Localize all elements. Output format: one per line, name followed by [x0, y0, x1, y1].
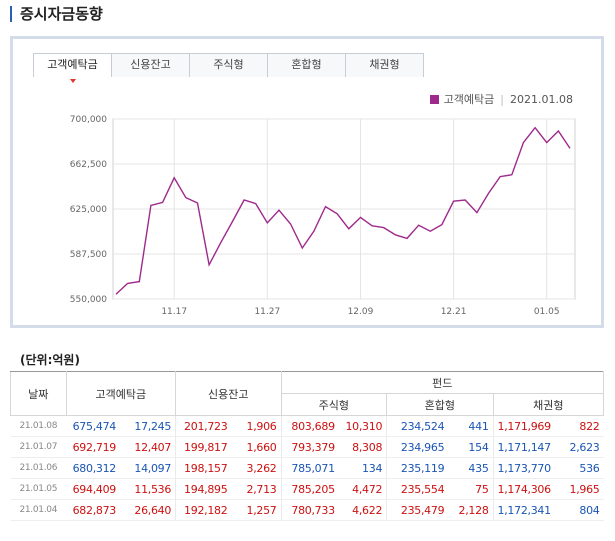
cell-deposit-change: 11,536 — [120, 478, 176, 500]
unit-label: (단위:억원) — [20, 353, 80, 367]
header-customer-deposit: 고객예탁금 — [65, 371, 177, 416]
cell-stock: 780,733 — [280, 499, 339, 521]
fund-flow-table: 날짜 고객예탁금 신용잔고 펀드 주식형 혼합형 채권형 21.01.08 675… — [10, 371, 605, 521]
legend-series-name: 고객예탁금 — [443, 93, 495, 106]
cell-deposit-change: 14,097 — [120, 457, 176, 479]
cell-credit-change: 1,660 — [231, 436, 281, 458]
cell-mixed-change: 154 — [448, 436, 494, 458]
table-row: 21.01.06 680,312 14,097 198,157 3,262 785,071… — [10, 457, 604, 479]
cell-mixed: 234,524 — [386, 415, 449, 437]
cell-date: 21.01.04 — [10, 499, 67, 521]
cell-stock: 803,689 — [280, 415, 339, 437]
page-title: 증시자금동향 — [10, 6, 103, 22]
header-bond: 채권형 — [492, 393, 605, 416]
cell-mixed: 235,479 — [386, 499, 449, 521]
cell-bond-change: 1,965 — [554, 478, 604, 500]
x-tick-label: 11.17 — [161, 307, 187, 317]
cell-credit: 201,723 — [175, 415, 232, 437]
tab-customer-deposit[interactable]: 고객예탁금 — [33, 53, 112, 83]
cell-stock-change: 4,472 — [338, 478, 387, 500]
legend-swatch — [429, 94, 439, 104]
cell-credit-change: 1,906 — [231, 415, 281, 437]
cell-stock-change: 4,622 — [338, 499, 387, 521]
header-fund: 펀드 — [280, 371, 604, 394]
cell-date: 21.01.06 — [10, 457, 67, 479]
cell-credit: 198,157 — [175, 457, 232, 479]
tab-stock-fund[interactable]: 주식형 — [189, 53, 268, 77]
cell-stock: 785,205 — [280, 478, 339, 500]
cell-credit-change: 1,257 — [231, 499, 281, 521]
cell-date: 21.01.08 — [10, 415, 67, 437]
cell-deposit: 675,474 — [66, 415, 120, 437]
cell-date: 21.01.07 — [10, 436, 67, 458]
chart-legend: 고객예탁금 | 2021.01.08 — [429, 91, 573, 107]
cell-mixed: 234,965 — [386, 436, 449, 458]
table-row: 21.01.04 682,873 26,640 192,182 1,257 780,733… — [10, 499, 604, 521]
legend-separator: | — [500, 92, 505, 106]
tab-bond-fund[interactable]: 채권형 — [345, 53, 424, 77]
table-row: 21.01.08 675,474 17,245 201,723 1,906 803,689… — [10, 415, 604, 437]
x-tick-label: 11.27 — [254, 307, 280, 317]
cell-deposit: 692,719 — [66, 436, 120, 458]
x-tick-label: 01.05 — [534, 307, 560, 317]
cell-deposit: 682,873 — [66, 499, 120, 521]
cell-mixed-change: 2,128 — [448, 499, 494, 521]
cell-mixed-change: 441 — [448, 415, 494, 437]
cell-date: 21.01.05 — [10, 478, 67, 500]
cell-bond: 1,172,341 — [492, 499, 555, 521]
x-tick-label: 12.09 — [348, 307, 374, 317]
tab-bar: 고객예탁금 신용잔고 주식형 혼합형 채권형 — [33, 53, 424, 83]
header-stock: 주식형 — [280, 393, 388, 416]
cell-credit: 192,182 — [175, 499, 232, 521]
table-body: 21.01.08 675,474 17,245 201,723 1,906 803,689… — [10, 415, 604, 521]
chart-panel: 고객예탁금 신용잔고 주식형 혼합형 채권형 고객예탁금 | 2021.01.0… — [10, 36, 604, 328]
header-credit-balance: 신용잔고 — [175, 371, 282, 416]
y-tick-label: 700,000 — [70, 115, 107, 125]
tab-mixed-fund[interactable]: 혼합형 — [267, 53, 346, 77]
cell-stock-change: 134 — [338, 457, 387, 479]
y-tick-label: 550,000 — [70, 295, 107, 305]
cell-mixed: 235,119 — [386, 457, 449, 479]
cell-bond-change: 536 — [554, 457, 604, 479]
cell-bond-change: 2,623 — [554, 436, 604, 458]
cell-stock-change: 8,308 — [338, 436, 387, 458]
cell-bond: 1,171,147 — [492, 436, 555, 458]
cell-mixed-change: 435 — [448, 457, 494, 479]
cell-deposit: 680,312 — [66, 457, 120, 479]
cell-stock: 793,379 — [280, 436, 339, 458]
cell-bond: 1,173,770 — [492, 457, 555, 479]
cell-credit: 194,895 — [175, 478, 232, 500]
cell-credit-change: 2,713 — [231, 478, 281, 500]
cell-deposit-change: 17,245 — [120, 415, 176, 437]
cell-credit-change: 3,262 — [231, 457, 281, 479]
tab-credit-balance[interactable]: 신용잔고 — [111, 53, 190, 77]
cell-bond-change: 822 — [554, 415, 604, 437]
cell-bond-change: 804 — [554, 499, 604, 521]
x-tick-label: 12.21 — [441, 307, 467, 317]
series-line-customer-deposit — [115, 126, 571, 295]
y-tick-label: 625,000 — [70, 205, 107, 215]
header-date: 날짜 — [10, 371, 67, 416]
y-tick-label: 587,500 — [70, 250, 107, 260]
cell-bond: 1,171,969 — [492, 415, 555, 437]
y-tick-label: 662,500 — [70, 160, 107, 170]
legend-date: 2021.01.08 — [510, 92, 573, 106]
cell-deposit-change: 12,407 — [120, 436, 176, 458]
line-chart: 700,000 662,500 625,000 587,500 550,000 11.17… — [70, 115, 576, 317]
cell-stock-change: 10,310 — [338, 415, 387, 437]
header-mixed: 혼합형 — [386, 393, 494, 416]
cell-credit: 199,817 — [175, 436, 232, 458]
table-row: 21.01.05 694,409 11,536 194,895 2,713 785,205… — [10, 478, 604, 500]
cell-bond: 1,174,306 — [492, 478, 555, 500]
cell-mixed-change: 75 — [448, 478, 494, 500]
cell-stock: 785,071 — [280, 457, 339, 479]
cell-deposit: 694,409 — [66, 478, 120, 500]
table-row: 21.01.07 692,719 12,407 199,817 1,660 793,379… — [10, 436, 604, 458]
cell-mixed: 235,554 — [386, 478, 449, 500]
cell-deposit-change: 26,640 — [120, 499, 176, 521]
